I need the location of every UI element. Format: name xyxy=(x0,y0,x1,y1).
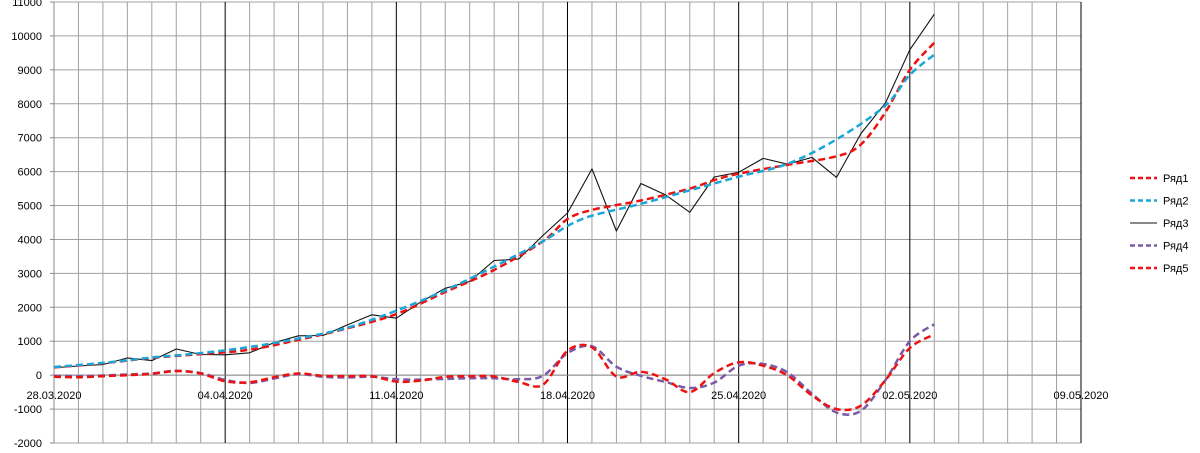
y-tick-label: 3000 xyxy=(18,268,42,280)
x-tick-label: 28.03.2020 xyxy=(26,390,81,402)
y-tick-label: 0 xyxy=(36,370,42,382)
y-tick-label: -2000 xyxy=(14,438,42,450)
y-tick-label: 9000 xyxy=(18,65,42,77)
axes xyxy=(50,1,1081,444)
x-tick-label: 02.05.2020 xyxy=(882,390,937,402)
x-tick-label: 18.04.2020 xyxy=(540,390,595,402)
y-tick-label: 2000 xyxy=(18,302,42,314)
legend-label: Ряд2 xyxy=(1163,196,1188,208)
y-tick-label: 6000 xyxy=(18,167,42,179)
y-tick-label: 10000 xyxy=(11,31,42,43)
y-tick-label: 1000 xyxy=(18,336,42,348)
y-tick-label: 11000 xyxy=(12,0,42,9)
y-tick-label: 4000 xyxy=(18,234,42,246)
legend: Ряд1 Ряд2 Ряд3 Ряд4 Ряд5 xyxy=(1130,173,1188,275)
x-tick-label: 11.04.2020 xyxy=(369,390,423,402)
x-tick-label: 04.04.2020 xyxy=(198,390,253,402)
y-tick-label: 5000 xyxy=(18,201,42,213)
x-tick-label: 25.04.2020 xyxy=(711,390,766,402)
series-line-2 xyxy=(53,53,936,369)
grid xyxy=(53,1,1082,444)
legend-label: Ряд1 xyxy=(1163,173,1188,185)
series-line-5 xyxy=(53,333,935,412)
series-lines xyxy=(53,13,936,416)
y-tick-label: 7000 xyxy=(18,133,42,145)
series-line-1 xyxy=(53,41,936,369)
y-tick-label: 8000 xyxy=(18,99,42,111)
legend-label: Ряд4 xyxy=(1163,241,1188,253)
legend-label: Ряд5 xyxy=(1163,263,1188,275)
x-axis-tick-labels: 28.03.2020 04.04.2020 11.04.2020 18.04.2020… xyxy=(26,390,1108,402)
y-tick-label: -1000 xyxy=(14,404,42,416)
x-tick-label: 09.05.2020 xyxy=(1053,390,1108,402)
y-axis-tick-labels: -2000 -1000 0 1000 2000 3000 4000 5000 6000 7000 8… xyxy=(11,0,42,450)
legend-label: Ряд3 xyxy=(1163,218,1188,230)
